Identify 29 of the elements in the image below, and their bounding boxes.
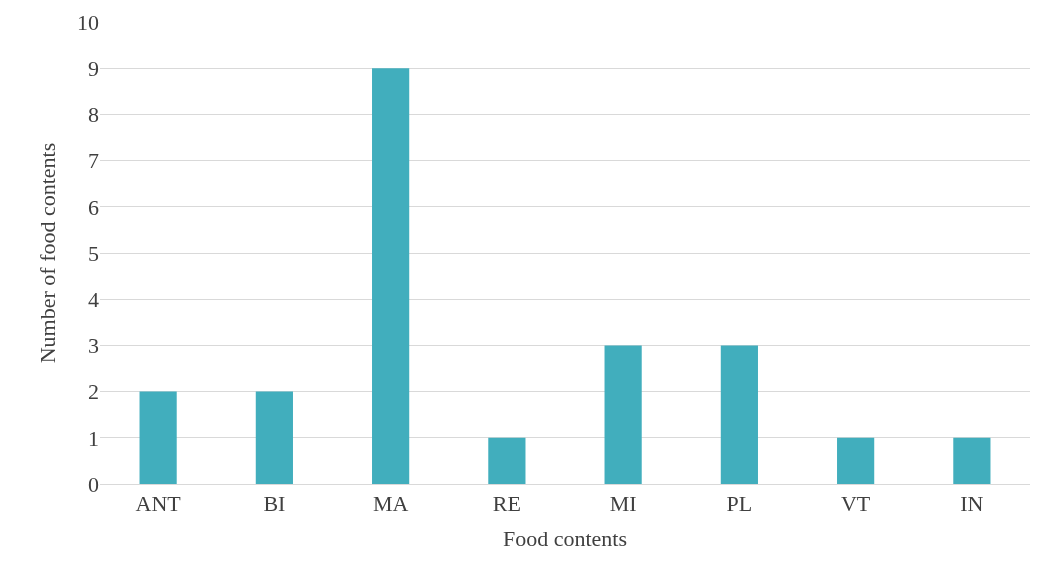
y-tick-label: 9 xyxy=(88,55,99,81)
x-tick-label: ANT xyxy=(135,491,182,517)
bar xyxy=(139,391,177,484)
bar xyxy=(372,68,410,484)
x-tick-label: BI xyxy=(263,491,286,517)
bar xyxy=(720,345,758,484)
x-tick-label: VT xyxy=(840,491,871,517)
y-tick-label: 4 xyxy=(88,286,99,312)
y-tick-label: 0 xyxy=(88,471,99,497)
y-axis-title: Number of food contents xyxy=(34,142,60,364)
y-tick-label: 6 xyxy=(88,194,99,220)
x-tick-label: MI xyxy=(609,491,637,517)
y-tick-label: 1 xyxy=(88,425,99,451)
y-tick-label: 3 xyxy=(88,333,99,359)
y-tick-label: 7 xyxy=(88,148,99,174)
x-tick-label: RE xyxy=(492,491,521,517)
bar xyxy=(604,345,642,484)
bar xyxy=(953,437,991,484)
bar xyxy=(488,437,526,484)
y-tick-label: 5 xyxy=(88,240,99,266)
x-tick-label: MA xyxy=(372,491,409,517)
y-tick-label: 10 xyxy=(77,9,99,35)
x-axis-title: Food contents xyxy=(502,526,628,552)
y-tick-label: 8 xyxy=(88,102,99,128)
x-tick-label: PL xyxy=(726,491,753,517)
bar xyxy=(837,437,875,484)
y-tick-label: 2 xyxy=(88,379,99,405)
bar xyxy=(255,391,293,484)
x-tick-label: IN xyxy=(960,491,984,517)
